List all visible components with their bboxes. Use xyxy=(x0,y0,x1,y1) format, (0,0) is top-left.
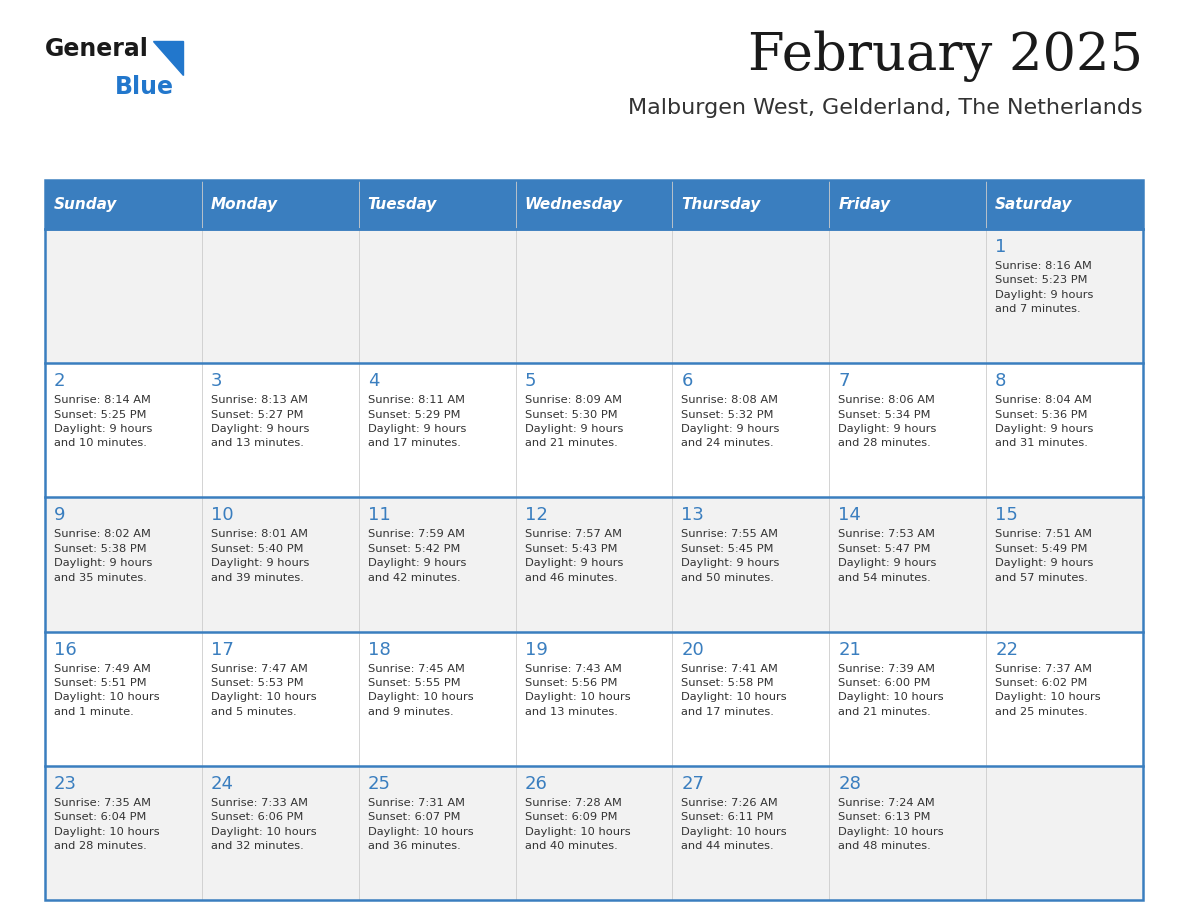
Text: Sunrise: 7:55 AM
Sunset: 5:45 PM
Daylight: 9 hours
and 50 minutes.: Sunrise: 7:55 AM Sunset: 5:45 PM Dayligh… xyxy=(682,530,779,583)
Text: Sunrise: 7:28 AM
Sunset: 6:09 PM
Daylight: 10 hours
and 40 minutes.: Sunrise: 7:28 AM Sunset: 6:09 PM Dayligh… xyxy=(525,798,630,851)
Text: Sunrise: 7:41 AM
Sunset: 5:58 PM
Daylight: 10 hours
and 17 minutes.: Sunrise: 7:41 AM Sunset: 5:58 PM Dayligh… xyxy=(682,664,788,717)
Text: Sunrise: 7:47 AM
Sunset: 5:53 PM
Daylight: 10 hours
and 5 minutes.: Sunrise: 7:47 AM Sunset: 5:53 PM Dayligh… xyxy=(210,664,316,717)
Text: 13: 13 xyxy=(682,507,704,524)
Text: Monday: Monday xyxy=(210,197,278,212)
Text: Sunrise: 7:24 AM
Sunset: 6:13 PM
Daylight: 10 hours
and 48 minutes.: Sunrise: 7:24 AM Sunset: 6:13 PM Dayligh… xyxy=(839,798,944,851)
Text: Friday: Friday xyxy=(839,197,891,212)
Text: Sunrise: 7:33 AM
Sunset: 6:06 PM
Daylight: 10 hours
and 32 minutes.: Sunrise: 7:33 AM Sunset: 6:06 PM Dayligh… xyxy=(210,798,316,851)
Text: 8: 8 xyxy=(996,372,1006,390)
Text: Sunrise: 7:51 AM
Sunset: 5:49 PM
Daylight: 9 hours
and 57 minutes.: Sunrise: 7:51 AM Sunset: 5:49 PM Dayligh… xyxy=(996,530,1093,583)
Text: 19: 19 xyxy=(525,641,548,658)
Text: Sunrise: 7:35 AM
Sunset: 6:04 PM
Daylight: 10 hours
and 28 minutes.: Sunrise: 7:35 AM Sunset: 6:04 PM Dayligh… xyxy=(53,798,159,851)
Text: 28: 28 xyxy=(839,775,861,793)
Bar xyxy=(672,180,829,229)
Text: 20: 20 xyxy=(682,641,704,658)
Text: 16: 16 xyxy=(53,641,77,658)
Text: 26: 26 xyxy=(525,775,548,793)
Text: 22: 22 xyxy=(996,641,1018,658)
Text: 3: 3 xyxy=(210,372,222,390)
Text: Sunrise: 7:43 AM
Sunset: 5:56 PM
Daylight: 10 hours
and 13 minutes.: Sunrise: 7:43 AM Sunset: 5:56 PM Dayligh… xyxy=(525,664,630,717)
Text: Sunrise: 8:01 AM
Sunset: 5:40 PM
Daylight: 9 hours
and 39 minutes.: Sunrise: 8:01 AM Sunset: 5:40 PM Dayligh… xyxy=(210,530,309,583)
Bar xyxy=(45,632,1143,766)
Text: 2: 2 xyxy=(53,372,65,390)
Text: February 2025: February 2025 xyxy=(748,30,1143,82)
Text: Sunrise: 8:02 AM
Sunset: 5:38 PM
Daylight: 9 hours
and 35 minutes.: Sunrise: 8:02 AM Sunset: 5:38 PM Dayligh… xyxy=(53,530,152,583)
Bar xyxy=(45,180,1143,900)
Bar xyxy=(45,766,1143,900)
Text: 4: 4 xyxy=(368,372,379,390)
Text: 21: 21 xyxy=(839,641,861,658)
Text: Sunrise: 8:09 AM
Sunset: 5:30 PM
Daylight: 9 hours
and 21 minutes.: Sunrise: 8:09 AM Sunset: 5:30 PM Dayligh… xyxy=(525,395,623,448)
Bar xyxy=(359,180,516,229)
Text: 12: 12 xyxy=(525,507,548,524)
Text: Sunrise: 7:45 AM
Sunset: 5:55 PM
Daylight: 10 hours
and 9 minutes.: Sunrise: 7:45 AM Sunset: 5:55 PM Dayligh… xyxy=(368,664,473,717)
Bar xyxy=(45,498,1143,632)
Text: Sunrise: 7:39 AM
Sunset: 6:00 PM
Daylight: 10 hours
and 21 minutes.: Sunrise: 7:39 AM Sunset: 6:00 PM Dayligh… xyxy=(839,664,944,717)
Text: Sunrise: 8:11 AM
Sunset: 5:29 PM
Daylight: 9 hours
and 17 minutes.: Sunrise: 8:11 AM Sunset: 5:29 PM Dayligh… xyxy=(368,395,466,448)
Text: 27: 27 xyxy=(682,775,704,793)
Text: Sunrise: 8:16 AM
Sunset: 5:23 PM
Daylight: 9 hours
and 7 minutes.: Sunrise: 8:16 AM Sunset: 5:23 PM Dayligh… xyxy=(996,261,1093,314)
Text: Sunrise: 7:31 AM
Sunset: 6:07 PM
Daylight: 10 hours
and 36 minutes.: Sunrise: 7:31 AM Sunset: 6:07 PM Dayligh… xyxy=(368,798,473,851)
Text: 5: 5 xyxy=(525,372,536,390)
Text: 10: 10 xyxy=(210,507,234,524)
Text: Sunrise: 7:59 AM
Sunset: 5:42 PM
Daylight: 9 hours
and 42 minutes.: Sunrise: 7:59 AM Sunset: 5:42 PM Dayligh… xyxy=(368,530,466,583)
Text: Sunrise: 8:08 AM
Sunset: 5:32 PM
Daylight: 9 hours
and 24 minutes.: Sunrise: 8:08 AM Sunset: 5:32 PM Dayligh… xyxy=(682,395,779,448)
Text: 11: 11 xyxy=(368,507,391,524)
Text: 25: 25 xyxy=(368,775,391,793)
Text: Sunrise: 7:37 AM
Sunset: 6:02 PM
Daylight: 10 hours
and 25 minutes.: Sunrise: 7:37 AM Sunset: 6:02 PM Dayligh… xyxy=(996,664,1101,717)
Text: 9: 9 xyxy=(53,507,65,524)
Polygon shape xyxy=(153,41,183,75)
Bar xyxy=(45,364,1143,498)
Text: Sunrise: 8:04 AM
Sunset: 5:36 PM
Daylight: 9 hours
and 31 minutes.: Sunrise: 8:04 AM Sunset: 5:36 PM Dayligh… xyxy=(996,395,1093,448)
Bar xyxy=(986,180,1143,229)
Text: Malburgen West, Gelderland, The Netherlands: Malburgen West, Gelderland, The Netherla… xyxy=(628,98,1143,118)
Text: Blue: Blue xyxy=(115,75,173,99)
Text: 18: 18 xyxy=(368,641,391,658)
Text: Sunrise: 7:53 AM
Sunset: 5:47 PM
Daylight: 9 hours
and 54 minutes.: Sunrise: 7:53 AM Sunset: 5:47 PM Dayligh… xyxy=(839,530,936,583)
Bar xyxy=(45,229,1143,364)
Text: Wednesday: Wednesday xyxy=(525,197,623,212)
Bar xyxy=(202,180,359,229)
Text: Sunrise: 8:06 AM
Sunset: 5:34 PM
Daylight: 9 hours
and 28 minutes.: Sunrise: 8:06 AM Sunset: 5:34 PM Dayligh… xyxy=(839,395,936,448)
Text: Sunrise: 7:57 AM
Sunset: 5:43 PM
Daylight: 9 hours
and 46 minutes.: Sunrise: 7:57 AM Sunset: 5:43 PM Dayligh… xyxy=(525,530,623,583)
Text: 15: 15 xyxy=(996,507,1018,524)
Text: 6: 6 xyxy=(682,372,693,390)
Bar xyxy=(45,180,202,229)
Text: Saturday: Saturday xyxy=(996,197,1073,212)
Text: Sunday: Sunday xyxy=(53,197,118,212)
Bar xyxy=(516,180,672,229)
Text: 1: 1 xyxy=(996,238,1006,256)
Text: 7: 7 xyxy=(839,372,849,390)
Text: Sunrise: 7:26 AM
Sunset: 6:11 PM
Daylight: 10 hours
and 44 minutes.: Sunrise: 7:26 AM Sunset: 6:11 PM Dayligh… xyxy=(682,798,788,851)
Text: 24: 24 xyxy=(210,775,234,793)
Text: Thursday: Thursday xyxy=(682,197,760,212)
Text: Sunrise: 8:13 AM
Sunset: 5:27 PM
Daylight: 9 hours
and 13 minutes.: Sunrise: 8:13 AM Sunset: 5:27 PM Dayligh… xyxy=(210,395,309,448)
Text: Tuesday: Tuesday xyxy=(368,197,437,212)
Text: Sunrise: 8:14 AM
Sunset: 5:25 PM
Daylight: 9 hours
and 10 minutes.: Sunrise: 8:14 AM Sunset: 5:25 PM Dayligh… xyxy=(53,395,152,448)
Text: 23: 23 xyxy=(53,775,77,793)
Text: 14: 14 xyxy=(839,507,861,524)
Text: General: General xyxy=(45,37,148,61)
Text: 17: 17 xyxy=(210,641,234,658)
Bar xyxy=(829,180,986,229)
Text: Sunrise: 7:49 AM
Sunset: 5:51 PM
Daylight: 10 hours
and 1 minute.: Sunrise: 7:49 AM Sunset: 5:51 PM Dayligh… xyxy=(53,664,159,717)
